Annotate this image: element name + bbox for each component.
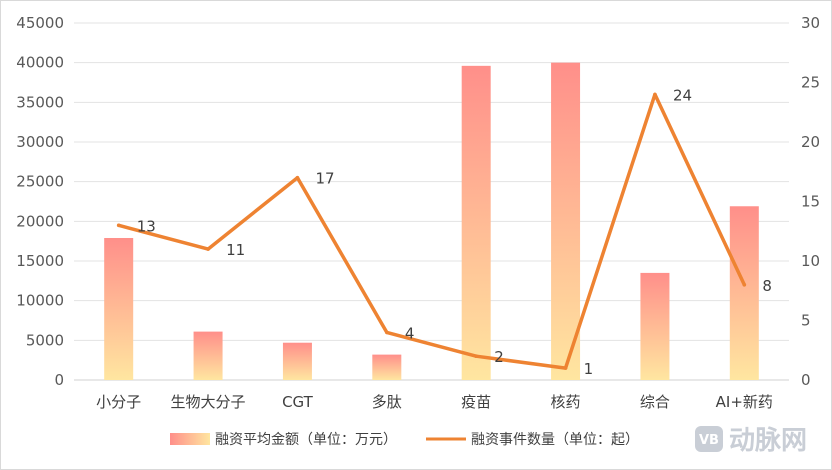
right-tick-label: 5 [801,312,811,330]
bar [193,331,223,380]
line-data-label: 2 [494,348,504,366]
right-tick-label: 25 [801,74,820,92]
category-label: 疫苗 [461,393,491,411]
watermark-text: 动脉网 [729,426,807,456]
line-series [116,92,747,370]
left-tick-label: 10000 [16,292,64,310]
left-tick-label: 30000 [16,133,64,151]
line-data-label: 4 [405,324,415,342]
line-data-label: 1 [584,360,594,378]
line-data-label: 24 [673,86,692,104]
right-tick-label: 0 [801,371,811,389]
bar [282,342,312,380]
gridlines [74,22,789,381]
bar-series [104,62,759,381]
line-point [474,354,478,359]
left-tick-label: 25000 [16,173,64,191]
category-label: 生物大分子 [171,393,246,411]
right-tick-label: 30 [801,14,820,32]
bar [104,237,134,380]
right-tick-label: 15 [801,193,820,211]
bar [551,62,581,381]
line-data-label: 13 [137,217,156,235]
left-tick-label: 35000 [16,93,64,111]
line-point [563,366,568,370]
right-tick-label: 10 [801,252,820,270]
legend: 融资平均金额（单位：万元） 融资事件数量（单位：起） [170,432,639,448]
left-tick-label: 0 [54,371,64,389]
line-point [385,330,389,335]
category-label: CGT [282,393,314,411]
line-path [116,92,747,370]
watermark: VB 动脉网 [695,426,807,456]
category-label: 综合 [640,393,670,411]
line-point [206,247,210,251]
category-label: 小分子 [96,393,141,411]
watermark-badge-text: VB [699,433,719,448]
bar [640,272,670,380]
line-data-label: 8 [762,277,772,295]
bar [461,65,491,380]
line-point [295,175,300,180]
line-data-labels: 13 11 17 4 2 1 24 8 [137,86,772,378]
left-tick-label: 45000 [16,14,64,32]
right-axis-ticks: 0 5 10 15 20 25 30 [801,14,820,389]
left-tick-label: 15000 [16,252,64,270]
left-tick-label: 20000 [16,212,64,230]
legend-label-bar: 融资平均金额（单位：万元） [215,432,397,448]
category-labels: 小分子 生物大分子 CGT 多肽 疫苗 核药 综合 AI+新药 [96,393,773,411]
line-data-label: 17 [315,170,334,188]
legend-label-line: 融资事件数量（单位：起） [471,432,639,448]
category-label: 核药 [551,393,581,411]
bar [372,354,402,380]
left-axis-ticks: 0 5000 10000 15000 20000 25000 30000 35000 40000… [16,14,64,389]
bar [729,206,759,380]
legend-swatch-bar [170,433,210,445]
line-point [742,283,747,287]
category-label: AI+新药 [716,393,773,411]
line-data-label: 11 [226,241,245,259]
left-tick-label: 40000 [16,54,64,72]
line-point [116,223,121,228]
left-tick-label: 5000 [26,331,64,349]
category-label: 多肽 [372,393,402,411]
watermark-badge-icon [695,426,723,452]
right-tick-label: 20 [801,133,820,151]
line-point [653,92,657,97]
